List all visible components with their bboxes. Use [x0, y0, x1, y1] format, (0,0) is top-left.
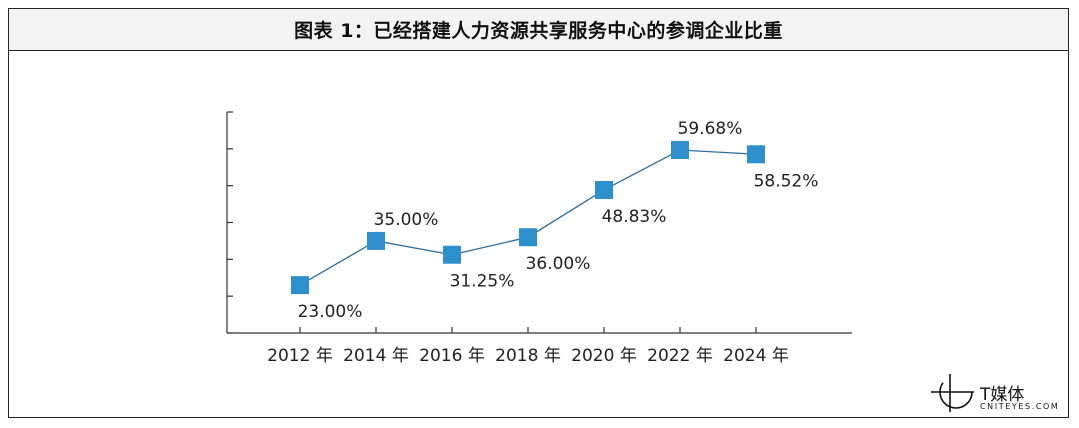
x-tick-label: 2024 年: [723, 346, 789, 366]
x-tick-label: 2022 年: [647, 346, 713, 366]
data-label: 58.52%: [754, 171, 819, 191]
x-tick-label: 2014 年: [343, 346, 409, 366]
data-label: 31.25%: [450, 272, 515, 292]
data-point-marker: [291, 276, 309, 295]
data-label: 48.83%: [602, 207, 667, 227]
data-label: 23.00%: [298, 302, 363, 322]
brand-logo-name: T媒体: [980, 385, 1025, 405]
data-point-marker: [443, 245, 461, 264]
x-tick-label: 2012 年: [267, 346, 333, 366]
x-tick-label: 2020 年: [571, 346, 637, 366]
data-point-marker: [595, 180, 613, 199]
data-point-marker: [367, 231, 385, 250]
data-label: 36.00%: [526, 254, 591, 274]
chart-title: 图表 1：已经搭建人力资源共享服务中心的参调企业比重: [294, 20, 783, 42]
brand-logo-url: CNITEYES.COM: [980, 402, 1060, 411]
chart-series: [291, 141, 765, 295]
brand-logo-icon: [931, 374, 974, 412]
data-label: 35.00%: [374, 210, 439, 230]
chart-labels: 23.00% 35.00% 31.25% 36.00% 48.83% 59.68% 58.5…: [298, 119, 819, 322]
data-point-marker: [671, 141, 689, 160]
data-point-marker: [747, 145, 765, 164]
x-tick-label: 2016 年: [419, 346, 485, 366]
title-bar: 图表 1：已经搭建人力资源共享服务中心的参调企业比重: [8, 8, 1069, 51]
x-tick-label: 2018 年: [495, 346, 561, 366]
data-point-marker: [519, 228, 537, 247]
data-label: 59.68%: [678, 119, 743, 139]
chart-axes: 2012 年 2014 年 2016 年 2018 年 2020 年 2022 年 2024…: [226, 111, 852, 366]
